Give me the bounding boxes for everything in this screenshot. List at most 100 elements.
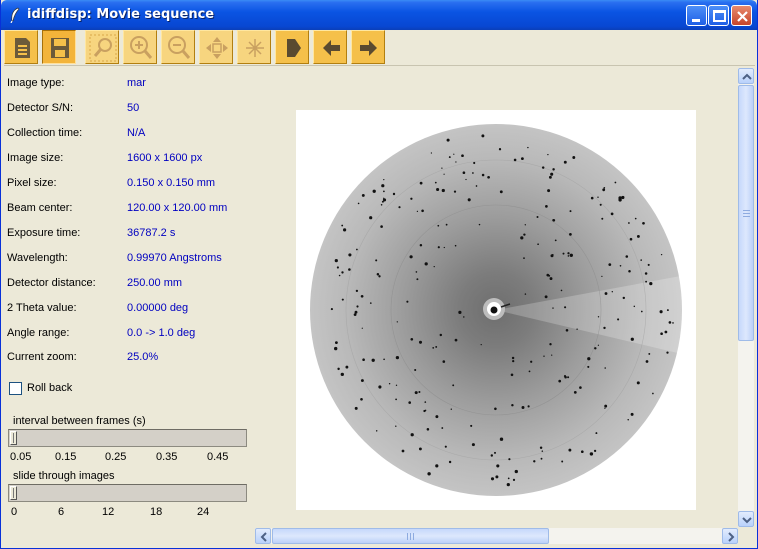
horizontal-scrollbar[interactable] <box>255 528 738 544</box>
diffraction-spot <box>360 397 363 401</box>
diffraction-image-view[interactable] <box>296 110 696 510</box>
diffraction-spot <box>437 224 440 227</box>
diffraction-spot <box>640 310 643 313</box>
arrow-right-icon <box>360 40 377 56</box>
diffraction-spot <box>601 275 603 278</box>
diffraction-spot <box>432 347 435 349</box>
interval-tick: 0.15 <box>55 451 77 463</box>
scroll-right-button[interactable] <box>722 528 738 544</box>
diffraction-spot <box>348 268 351 271</box>
image-slider-title: slide through images <box>13 470 115 482</box>
info-value: 120.00 x 120.00 mm <box>127 202 228 214</box>
diffraction-spot <box>356 305 359 308</box>
diffraction-spot <box>562 252 565 255</box>
interval-slider-handle[interactable] <box>10 431 17 445</box>
diffraction-spot <box>410 433 414 437</box>
diffraction-spot <box>341 298 344 301</box>
diffraction-spots <box>330 134 674 487</box>
diffraction-spot <box>633 305 636 308</box>
diffraction-spot <box>589 452 594 456</box>
diffraction-spot <box>380 225 383 228</box>
info-label: Image size: <box>7 152 64 164</box>
diffraction-spot <box>545 205 548 208</box>
diffraction-spot <box>382 198 387 202</box>
diffraction-spot <box>419 181 423 185</box>
diffraction-spot <box>524 293 527 295</box>
diffraction-spot <box>668 321 672 324</box>
diffraction-spot <box>512 478 516 481</box>
scroll-left-button[interactable] <box>255 528 271 544</box>
zoom-in-tool[interactable] <box>123 30 157 64</box>
diffraction-spot <box>441 188 445 193</box>
maximize-button[interactable] <box>708 5 729 26</box>
zoom-region-tool[interactable] <box>85 30 119 64</box>
diffraction-spot <box>424 409 427 412</box>
diffraction-spot <box>499 437 504 441</box>
rollback-label: Roll back <box>27 382 73 394</box>
play-tool[interactable] <box>275 30 309 64</box>
diffraction-spot <box>546 273 550 277</box>
image-slider[interactable] <box>8 484 247 502</box>
diffraction-spot <box>334 258 338 263</box>
diffraction-spot <box>594 347 597 350</box>
diffraction-spot <box>642 221 645 225</box>
diffraction-spot <box>357 202 360 205</box>
diffraction-spot <box>410 197 413 200</box>
save-tool[interactable] <box>42 30 76 64</box>
diffraction-spot <box>369 216 373 220</box>
diffraction-spot <box>541 166 545 169</box>
zoom-out-tool[interactable] <box>161 30 195 64</box>
diffraction-spot <box>435 464 439 468</box>
diffraction-spot <box>528 370 531 373</box>
diffraction-spot <box>628 270 631 273</box>
horizontal-scroll-thumb[interactable] <box>272 528 549 544</box>
diffraction-spot <box>530 360 533 363</box>
diffraction-spot <box>445 223 448 226</box>
previous-tool[interactable] <box>313 30 347 64</box>
minimize-button[interactable] <box>686 5 707 26</box>
diffraction-spot <box>603 326 606 330</box>
diffraction-spot <box>619 264 622 267</box>
next-tool[interactable] <box>351 30 385 64</box>
vertical-scroll-thumb[interactable] <box>738 85 754 341</box>
close-button[interactable] <box>731 5 752 26</box>
diffraction-spot <box>666 309 669 312</box>
diffraction-spot <box>361 327 363 329</box>
image-slider-handle[interactable] <box>10 486 17 500</box>
diffraction-spot <box>645 280 648 283</box>
diffraction-spot <box>644 272 648 275</box>
scroll-down-button[interactable] <box>738 511 754 527</box>
diffraction-spot <box>415 271 418 273</box>
chevron-down-icon <box>742 517 752 524</box>
open-document-tool[interactable] <box>4 30 38 64</box>
diffraction-spot <box>356 248 358 251</box>
diffraction-spot <box>510 373 514 377</box>
thumb-grip <box>410 533 411 540</box>
diffraction-spot <box>572 156 576 159</box>
diffraction-spot <box>543 355 545 357</box>
diffraction-spot <box>630 337 634 341</box>
diffraction-spot <box>561 460 564 463</box>
pan-tool[interactable] <box>199 30 233 64</box>
diffraction-spot <box>340 372 344 377</box>
diffraction-spot <box>419 244 423 247</box>
diffraction-spot <box>383 358 385 361</box>
scroll-up-button[interactable] <box>738 68 754 84</box>
vertical-scrollbar[interactable] <box>738 68 754 527</box>
diffraction-spot <box>426 428 430 431</box>
center-tool[interactable] <box>237 30 271 64</box>
interval-tick: 0.35 <box>156 451 178 463</box>
diffraction-spot <box>494 407 497 411</box>
info-label: Beam center: <box>7 202 73 214</box>
diffraction-spot <box>383 190 385 193</box>
diffraction-spot <box>354 310 358 314</box>
interval-slider[interactable] <box>8 429 247 447</box>
image-tick: 0 <box>11 506 18 518</box>
diffraction-spot <box>506 482 510 487</box>
diffraction-spot <box>454 338 458 342</box>
title-bar[interactable]: idiffdisp: Movie sequence <box>1 0 757 30</box>
diffraction-spot <box>427 472 431 476</box>
diffraction-image <box>310 124 686 496</box>
rollback-checkbox[interactable] <box>9 382 22 395</box>
maximize-icon <box>713 10 726 22</box>
